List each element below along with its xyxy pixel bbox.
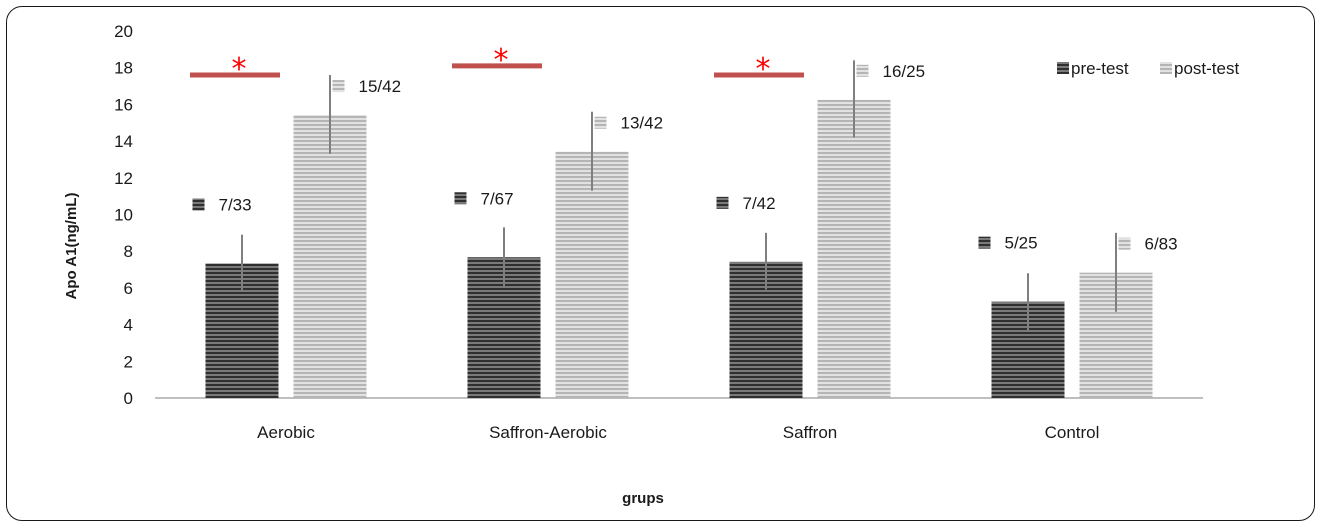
data-label: 5/25 — [1005, 234, 1038, 253]
data-label: 15/42 — [359, 77, 402, 96]
y-tick-label: 16 — [114, 95, 133, 114]
y-tick-label: 0 — [124, 389, 133, 408]
x-tick-label: Saffron-Aerobic — [489, 423, 607, 442]
significance-star: * — [756, 52, 771, 87]
data-label-marker — [716, 196, 729, 209]
significance-star: * — [232, 52, 247, 87]
data-label-marker — [978, 236, 991, 249]
x-tick-label: Aerobic — [257, 423, 315, 442]
y-tick-label: 18 — [114, 59, 133, 78]
y-tick-label: 2 — [124, 352, 133, 371]
data-label-marker — [1118, 237, 1131, 250]
data-label-marker — [594, 116, 607, 129]
data-label: 16/25 — [883, 62, 926, 81]
data-label-marker — [332, 80, 345, 93]
significance-star: * — [494, 43, 509, 78]
data-label-marker — [856, 64, 869, 77]
bar-post-test — [817, 99, 891, 398]
data-label: 7/67 — [481, 189, 514, 208]
y-tick-label: 4 — [124, 316, 133, 335]
legend-swatch-pre-test — [1057, 62, 1069, 74]
y-tick-label: 10 — [114, 206, 133, 225]
data-label-marker — [454, 192, 467, 205]
data-label: 7/33 — [219, 195, 252, 214]
y-axis-title: Apo A1(ng/mL) — [63, 193, 80, 300]
bar-post-test — [293, 115, 367, 398]
y-tick-label: 12 — [114, 169, 133, 188]
data-label: 6/83 — [1145, 235, 1178, 254]
data-label: 13/42 — [621, 114, 664, 133]
bar-post-test — [555, 151, 629, 398]
data-label: 7/42 — [743, 194, 776, 213]
y-tick-label: 20 — [114, 22, 133, 41]
x-tick-label: Control — [1045, 423, 1100, 442]
plot-area: 0 2 4 6 8 10 12 14 16 18 20 Aerobic Saffron-Aerobic S… — [114, 22, 1239, 442]
data-label-marker — [192, 198, 205, 211]
y-tick-label: 8 — [124, 242, 133, 261]
legend-swatch-post-test — [1160, 62, 1172, 74]
y-tick-label: 14 — [114, 132, 133, 151]
x-tick-label: Saffron — [783, 423, 838, 442]
x-axis-title: grups — [622, 490, 664, 507]
legend-label: pre-test — [1071, 59, 1129, 78]
y-tick-label: 6 — [124, 279, 133, 298]
legend-label: post-test — [1174, 59, 1239, 78]
